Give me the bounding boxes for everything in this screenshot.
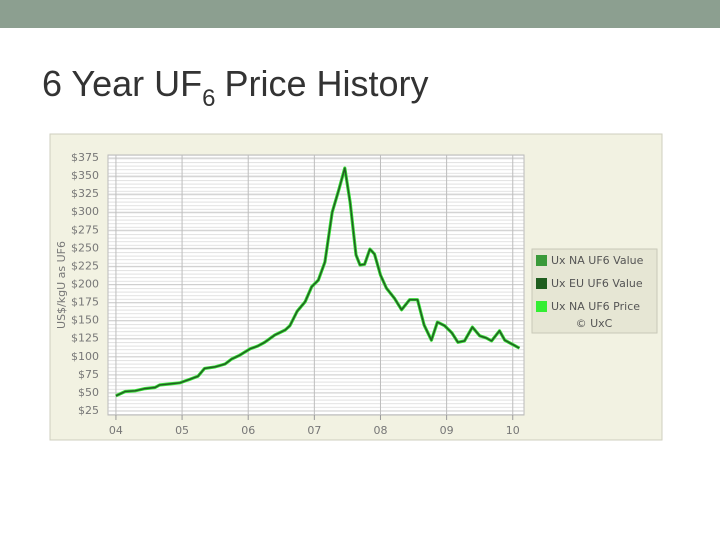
x-tick-label: 06 — [241, 424, 255, 437]
y-tick-label: $25 — [78, 404, 99, 417]
y-tick-label: $200 — [71, 278, 99, 291]
y-tick-label: $325 — [71, 187, 99, 200]
legend-swatch — [536, 255, 547, 266]
legend-label: Ux NA UF6 Price — [551, 300, 640, 313]
y-tick-label: $375 — [71, 151, 99, 164]
x-tick-label: 04 — [109, 424, 123, 437]
y-tick-label: $150 — [71, 314, 99, 327]
y-tick-label: $350 — [71, 169, 99, 182]
y-tick-label: $75 — [78, 368, 99, 381]
title-rest: Price History — [224, 63, 428, 104]
legend-source: © UxC — [576, 317, 613, 330]
y-tick-label: $100 — [71, 350, 99, 363]
x-tick-label: 07 — [307, 424, 321, 437]
x-tick-label: 05 — [175, 424, 189, 437]
slide-title: 6 Year UF6 Price History — [42, 63, 429, 112]
y-tick-label: $175 — [71, 296, 99, 309]
series-line — [115, 167, 520, 397]
legend-swatch — [536, 278, 547, 289]
legend-swatch — [536, 301, 547, 312]
title-main: 6 Year UF — [42, 63, 202, 104]
x-tick-label: 09 — [440, 424, 454, 437]
x-tick-label: 10 — [506, 424, 520, 437]
top-bar — [0, 0, 720, 28]
y-tick-label: $125 — [71, 332, 99, 345]
legend — [531, 248, 658, 334]
y-tick-label: $225 — [71, 259, 99, 272]
x-tick-label: 08 — [373, 424, 387, 437]
y-axis-label: US$/kgU as UF6 — [55, 241, 68, 329]
title-subscript: 6 — [202, 85, 215, 112]
legend-label: Ux NA UF6 Value — [551, 254, 644, 267]
y-tick-label: $275 — [71, 223, 99, 236]
y-tick-label: $300 — [71, 205, 99, 218]
y-tick-label: $50 — [78, 386, 99, 399]
legend-label: Ux EU UF6 Value — [551, 277, 643, 290]
y-tick-label: $250 — [71, 241, 99, 254]
